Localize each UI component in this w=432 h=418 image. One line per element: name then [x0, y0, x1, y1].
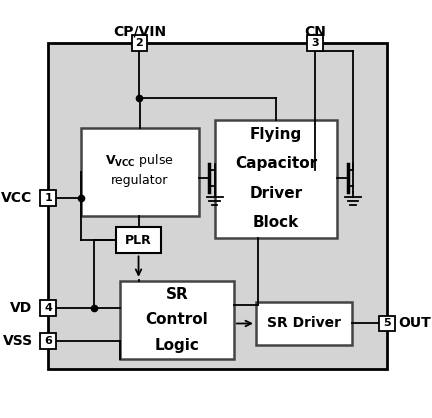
- Text: Block: Block: [253, 215, 299, 230]
- Text: Control: Control: [146, 313, 208, 327]
- Text: Driver: Driver: [249, 186, 302, 201]
- Text: VD: VD: [10, 301, 32, 315]
- Text: SR Driver: SR Driver: [267, 316, 341, 331]
- Text: CN: CN: [305, 25, 326, 39]
- Bar: [131, 36, 147, 51]
- Text: 6: 6: [44, 336, 52, 346]
- Text: 1: 1: [44, 193, 52, 203]
- Text: SR: SR: [166, 287, 188, 302]
- Text: Logic: Logic: [155, 338, 200, 353]
- Text: 3: 3: [311, 38, 319, 48]
- Bar: [308, 36, 323, 51]
- Text: regulator: regulator: [111, 174, 168, 187]
- Text: $\mathbf{V_{VCC}}$ pulse: $\mathbf{V_{VCC}}$ pulse: [105, 152, 174, 169]
- Text: Capacitor: Capacitor: [235, 156, 317, 171]
- Text: VSS: VSS: [3, 334, 32, 348]
- Text: 2: 2: [136, 38, 143, 48]
- Bar: [41, 333, 56, 349]
- Text: Flying: Flying: [250, 127, 302, 142]
- Bar: [120, 281, 234, 359]
- Bar: [41, 300, 56, 316]
- Bar: [116, 227, 161, 253]
- Bar: [81, 128, 199, 216]
- Text: OUT: OUT: [398, 316, 431, 331]
- Text: PLR: PLR: [125, 234, 152, 247]
- Bar: [379, 316, 395, 331]
- Text: CP/VIN: CP/VIN: [113, 25, 166, 39]
- Text: 4: 4: [44, 303, 52, 313]
- Bar: [41, 191, 56, 206]
- Bar: [215, 120, 337, 238]
- Text: 5: 5: [383, 319, 391, 329]
- Text: VCC: VCC: [1, 191, 32, 205]
- Bar: [256, 302, 352, 345]
- Bar: [48, 43, 387, 369]
